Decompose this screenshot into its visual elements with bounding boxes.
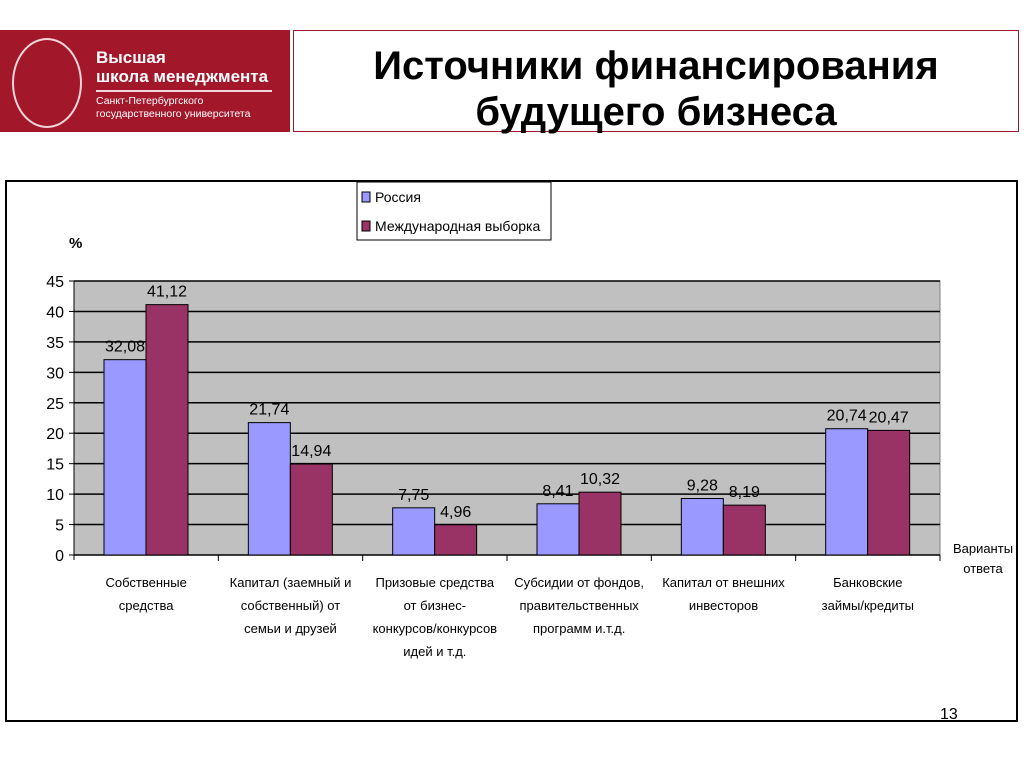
bar-international — [434, 524, 478, 556]
x-tick-label: семьи и друзей — [244, 621, 337, 636]
logo-divider — [96, 90, 272, 92]
x-tick-label: Собственные — [106, 575, 187, 590]
legend-label: Россия — [375, 189, 421, 205]
legend-swatch — [361, 191, 371, 203]
y-tick-label: 0 — [55, 548, 64, 565]
bar-international — [289, 463, 333, 556]
bar-international — [722, 504, 766, 556]
legend-swatch — [361, 220, 371, 232]
logo-line4: государственного университета — [96, 108, 251, 120]
logo-line3: Санкт-Петербургского — [96, 95, 204, 107]
bar-international — [867, 429, 911, 556]
x-tick-label: инвесторов — [689, 598, 758, 613]
chart-frame — [5, 180, 1018, 722]
page-number: 13 — [940, 706, 958, 723]
data-label: 14,94 — [291, 443, 331, 460]
x-tick-label: идей и т.д. — [403, 644, 466, 659]
data-label: 21,74 — [249, 402, 289, 419]
bar-russia — [825, 428, 869, 556]
x-tick-label: Банковские — [833, 575, 902, 590]
x-tick-label: правительственных — [520, 598, 640, 613]
y-tick-label: 30 — [46, 365, 64, 382]
y-tick-label: 35 — [46, 335, 64, 352]
y-tick-label: 40 — [46, 304, 64, 321]
bar-international — [578, 491, 622, 556]
bar-russia — [392, 507, 436, 556]
x-tick-label: Призовые средства — [375, 575, 494, 590]
data-label: 41,12 — [147, 284, 187, 301]
y-tick-label: 25 — [46, 396, 64, 413]
data-label: 9,28 — [687, 477, 718, 494]
bar-russia — [536, 503, 580, 556]
y-axis-label: % — [69, 235, 82, 252]
x-axis-label: Варианты — [953, 541, 1013, 556]
x-tick-label: от бизнес- — [404, 598, 466, 613]
logo-line2: школа менеджмента — [96, 67, 269, 86]
legend-label: Международная выборка — [375, 218, 540, 234]
bar-russia — [680, 497, 724, 556]
data-label: 20,47 — [869, 409, 909, 426]
data-label: 8,41 — [542, 483, 573, 500]
bar-russia — [103, 359, 147, 556]
data-label: 8,19 — [729, 484, 760, 501]
title-line1: Источники финансирования — [373, 44, 939, 88]
logo-line1: Высшая — [96, 48, 166, 67]
x-tick-label: займы/кредиты — [822, 598, 914, 613]
y-tick-label: 45 — [46, 274, 64, 291]
x-axis-label: ответа — [963, 561, 1003, 576]
y-tick-label: 20 — [46, 426, 64, 443]
data-label: 32,08 — [105, 339, 145, 356]
page-title: Источники финансирования будущего бизнеса — [294, 43, 1018, 135]
bar-russia — [247, 422, 291, 556]
x-tick-label: Субсидии от фондов, — [514, 575, 644, 590]
x-tick-label: собственный) от — [241, 598, 340, 613]
x-tick-label: конкурсов/конкурсов — [373, 621, 498, 636]
y-tick-label: 5 — [55, 518, 64, 535]
data-label: 4,96 — [440, 504, 471, 521]
title-box: Источники финансирования будущего бизнеса — [293, 30, 1019, 135]
x-tick-label: Капитал от внешних — [662, 575, 785, 590]
data-label: 10,32 — [580, 471, 620, 488]
data-label: 20,74 — [827, 408, 867, 425]
bar-international — [145, 304, 189, 556]
x-tick-label: программ и.т.д. — [533, 621, 625, 636]
data-label: 7,75 — [398, 487, 429, 504]
y-tick-label: 15 — [46, 457, 64, 474]
title-line2: будущего бизнеса — [475, 90, 837, 134]
hsm-logo: Высшая школа менеджмента Санкт-Петербургс… — [0, 30, 290, 132]
x-tick-label: средства — [119, 598, 174, 613]
legend — [356, 181, 552, 241]
y-tick-label: 10 — [46, 487, 64, 504]
seal-emblem-icon — [12, 38, 82, 128]
plot-area — [73, 280, 941, 556]
x-tick-label: Капитал (заемный и — [230, 575, 352, 590]
